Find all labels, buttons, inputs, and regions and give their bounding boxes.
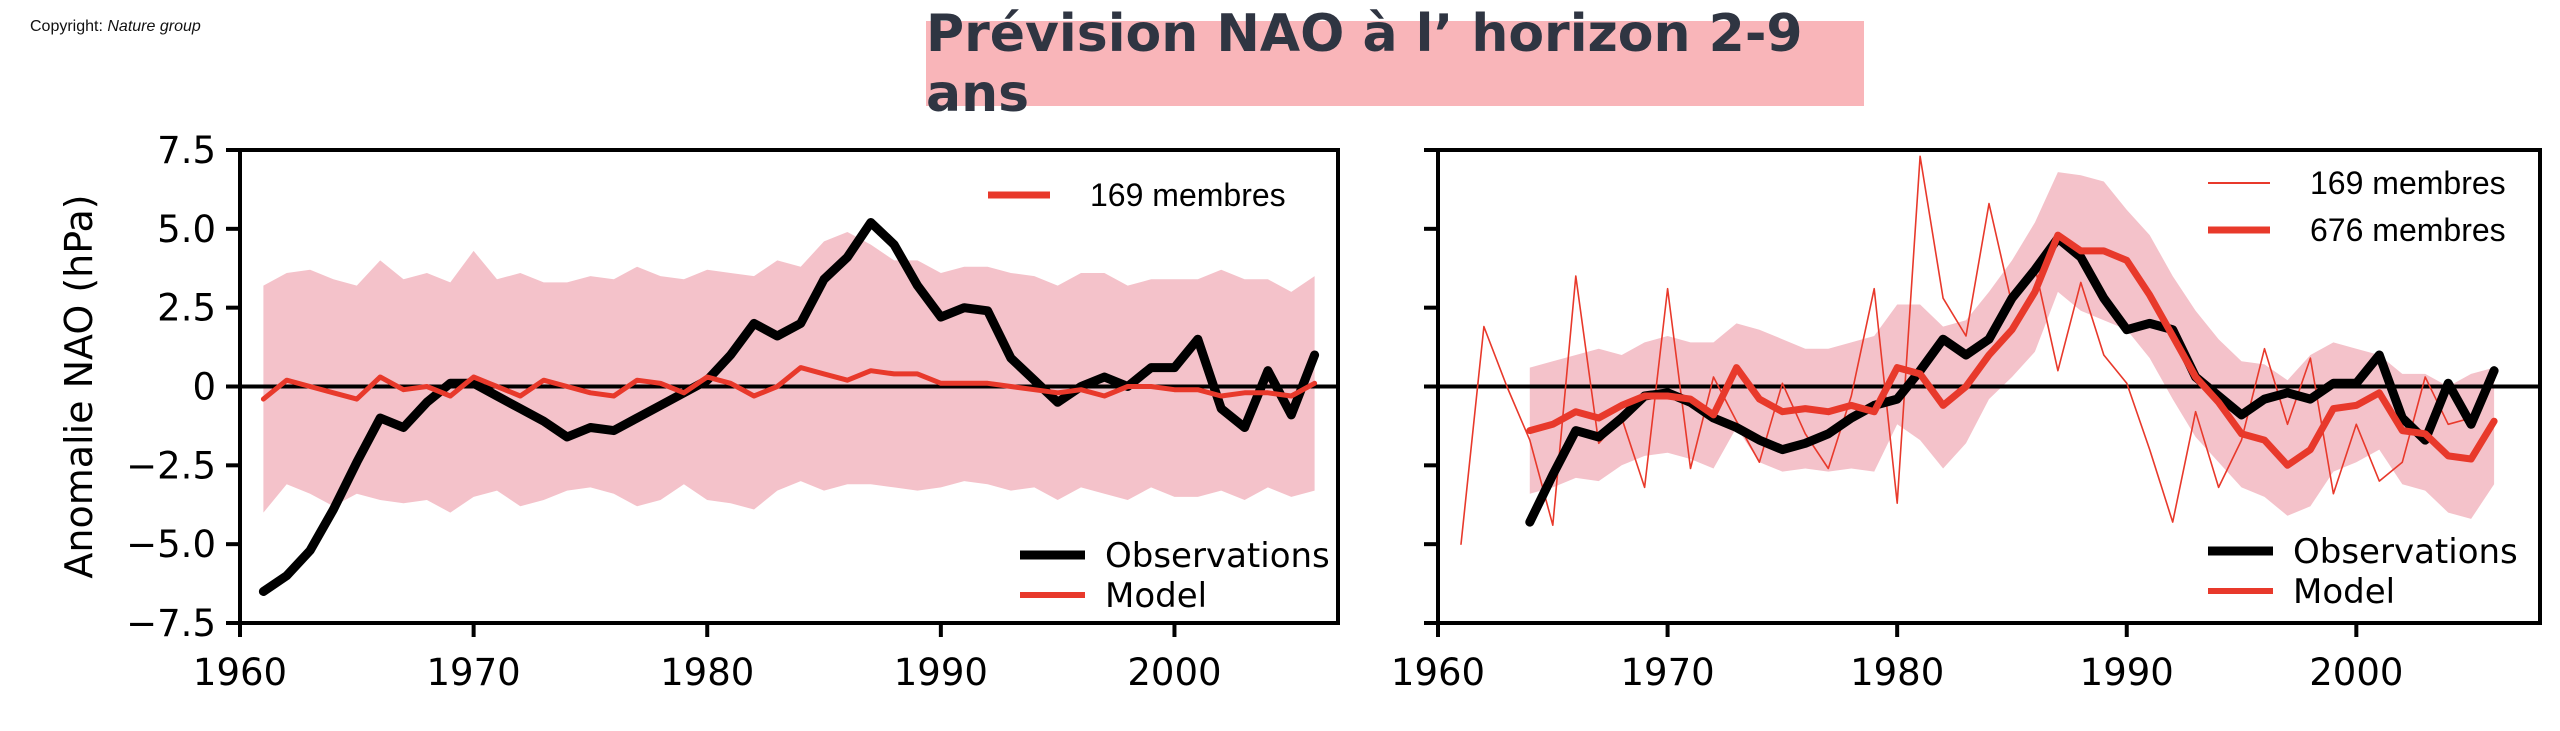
chart-panel-2: 1960 1970 1980 1990 2000 169 membres 676 membr…	[1391, 148, 2542, 694]
legend-label-bottom: Observations	[1105, 536, 1330, 576]
title-banner: Prévision NAO à l’ horizon 2-9 ans	[926, 4, 1864, 124]
legend-label-top: 676 membres	[2310, 212, 2506, 248]
y-axis-label: Anomalie NAO (hPa)	[57, 194, 101, 578]
x-tick-label: 1960	[1391, 651, 1485, 694]
x-tick-label: 1980	[1850, 651, 1944, 694]
copyright-label: Copyright:	[30, 18, 103, 35]
copyright-note: Copyright: Nature group	[30, 18, 201, 36]
y-tick-label: 7.5	[157, 129, 216, 172]
spread-band	[1529, 172, 2495, 519]
x-tick-label: 1960	[193, 651, 287, 694]
y-tick-label: −5.0	[126, 523, 216, 566]
legend-label-top: 169 membres	[2310, 165, 2506, 201]
legend-label-bottom: Model	[2293, 572, 2395, 612]
y-tick-label: −2.5	[126, 444, 216, 487]
spread-band	[263, 232, 1315, 513]
y-tick-label: −7.5	[126, 602, 216, 645]
x-tick-label: 1970	[427, 651, 521, 694]
legend-label-bottom: Model	[1105, 576, 1207, 616]
series-line-model	[260, 365, 1318, 402]
page-title: Prévision NAO à l’ horizon 2-9 ans	[926, 3, 1803, 124]
x-tick-label: 2000	[2309, 651, 2403, 694]
y-tick-label: 0	[192, 366, 216, 409]
x-tick-label: 1990	[894, 651, 988, 694]
y-tick-label: 5.0	[157, 208, 216, 251]
legend-label-top: 169 membres	[1090, 177, 1286, 213]
x-tick-label: 1980	[660, 651, 754, 694]
chart-panel-1: 1960 1970 1980 1990 2000 7.5 5.0 2.5 0 −2.5 −5.0 −7…	[57, 129, 1340, 694]
x-tick-label: 2000	[1127, 651, 1221, 694]
x-tick-label: 1970	[1620, 651, 1714, 694]
legend-label-bottom: Observations	[2293, 532, 2518, 572]
copyright-source: Nature group	[107, 18, 201, 35]
x-tick-label: 1990	[2080, 651, 2174, 694]
y-tick-label: 2.5	[157, 287, 216, 330]
series-line-model-676-membres	[1526, 231, 2498, 469]
